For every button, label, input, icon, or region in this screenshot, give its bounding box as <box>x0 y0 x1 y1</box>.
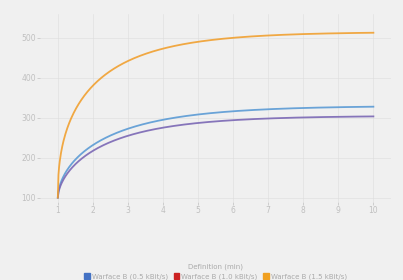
Legend: Warface B (0.5 kBit/s), Warface B (1.0 kBit/s), Warface B (1.5 kBit/s): Warface B (0.5 kBit/s), Warface B (1.0 k… <box>81 260 350 280</box>
